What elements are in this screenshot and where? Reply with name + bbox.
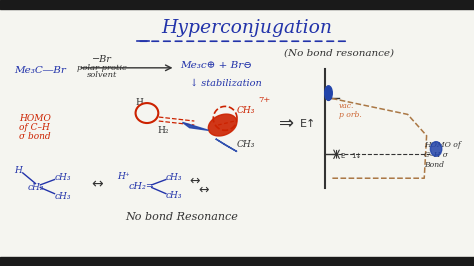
- Text: Me₃C―Br: Me₃C―Br: [14, 66, 66, 75]
- Text: CH₃: CH₃: [237, 140, 255, 149]
- Text: HOMO: HOMO: [19, 114, 51, 123]
- Polygon shape: [208, 114, 237, 136]
- Text: H₂: H₂: [158, 126, 169, 135]
- Text: Hyperconjugation: Hyperconjugation: [161, 19, 332, 37]
- Text: ↔: ↔: [91, 178, 103, 192]
- Ellipse shape: [430, 142, 442, 156]
- Text: Bond: Bond: [424, 161, 444, 169]
- Text: σ bond: σ bond: [19, 132, 51, 141]
- Text: ↓ stabilization: ↓ stabilization: [190, 79, 261, 88]
- Text: polar protic: polar protic: [77, 64, 127, 72]
- Text: 1↓: 1↓: [351, 153, 361, 159]
- Text: 7+: 7+: [258, 96, 271, 104]
- Text: cH₃: cH₃: [55, 192, 71, 201]
- Text: cH₂: cH₂: [27, 183, 44, 192]
- Text: of C–H: of C–H: [19, 123, 50, 132]
- Text: cH₃: cH₃: [55, 173, 71, 182]
- Text: cH₃: cH₃: [166, 191, 182, 200]
- Text: ↔: ↔: [199, 184, 209, 197]
- Text: ⇒: ⇒: [279, 115, 294, 133]
- Text: H⁺: H⁺: [117, 172, 130, 181]
- Ellipse shape: [325, 86, 332, 101]
- Text: solvent: solvent: [87, 71, 117, 79]
- Text: CH₃: CH₃: [237, 106, 255, 115]
- Text: C–H σ: C–H σ: [424, 151, 448, 159]
- Bar: [0, 257, 474, 266]
- Bar: [0, 0, 474, 9]
- Polygon shape: [216, 139, 237, 152]
- Text: H: H: [14, 166, 22, 175]
- Text: vac.: vac.: [339, 102, 354, 110]
- Ellipse shape: [136, 103, 158, 123]
- Text: −Br: −Br: [92, 55, 112, 64]
- Text: E: E: [340, 153, 345, 159]
- Text: ↔: ↔: [189, 174, 200, 187]
- Text: Me₃c⊕ + Br⊖: Me₃c⊕ + Br⊖: [180, 61, 252, 70]
- Text: (No bond resonance): (No bond resonance): [284, 49, 394, 58]
- Text: cH₂=: cH₂=: [129, 182, 155, 191]
- Text: E↑: E↑: [300, 119, 317, 129]
- Text: HOMO of: HOMO of: [424, 141, 461, 149]
- Text: cH₃: cH₃: [166, 173, 182, 182]
- Text: p orb.: p orb.: [339, 111, 362, 119]
- Text: H: H: [136, 98, 144, 107]
- Polygon shape: [182, 122, 209, 130]
- Text: No bond Resonance: No bond Resonance: [126, 212, 238, 222]
